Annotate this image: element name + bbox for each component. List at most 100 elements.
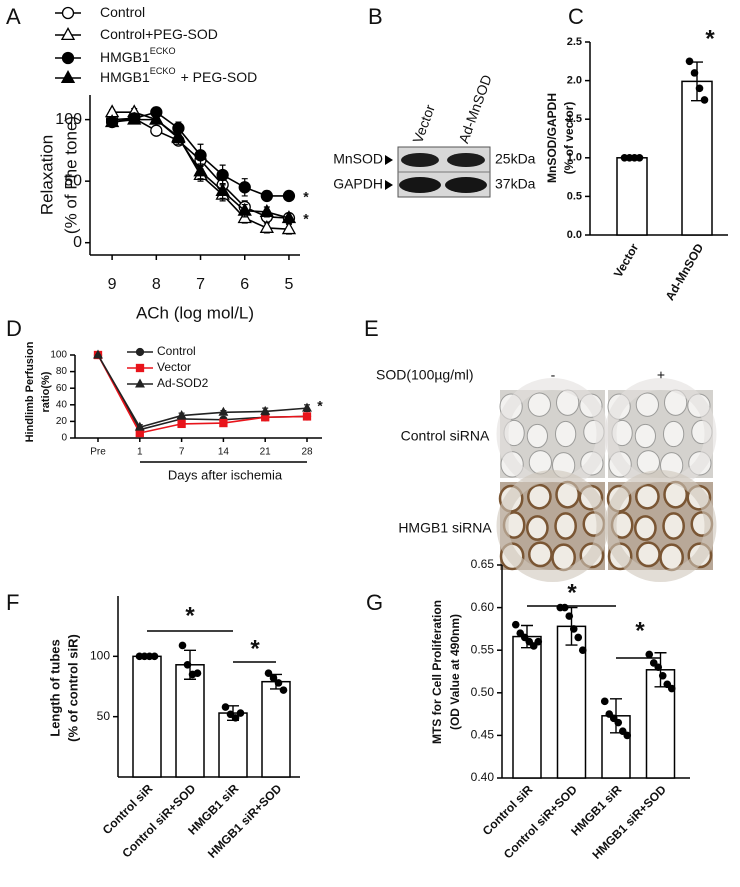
data-point	[193, 163, 208, 177]
y-tick-label: 100	[50, 350, 67, 361]
legend-name: Vector	[157, 360, 191, 374]
y-axis-label: (% of control siR)	[65, 634, 80, 742]
data-point	[237, 202, 252, 216]
lane-label: Vector	[409, 102, 438, 145]
y-tick-label: 2.0	[567, 75, 582, 87]
data-point	[221, 703, 230, 711]
significance-mark: *	[250, 635, 260, 662]
bar	[218, 712, 248, 778]
x-tick-label: 5	[284, 276, 293, 293]
column-label: -	[551, 367, 556, 383]
legend-label: Control+PEG-SOD	[100, 26, 218, 42]
y-axis-label: (OD Value at 490nm)	[448, 614, 462, 730]
cell-mesh	[527, 392, 551, 417]
data-point	[194, 149, 207, 162]
row-label: GAPDH	[333, 176, 383, 192]
data-point	[667, 684, 676, 693]
data-point	[177, 419, 186, 429]
legend-label: HMGB1ECKO + PEG-SOD	[100, 66, 257, 84]
legend-marker	[60, 27, 76, 41]
x-tick-label: 28	[301, 447, 313, 458]
y-axis-label: MnSOD/GAPDH	[545, 93, 559, 183]
cell-mesh	[634, 423, 656, 449]
cell-mesh	[554, 512, 577, 540]
x-tick-label: HMGB1 siR+SOD	[205, 781, 285, 861]
legend-name: Ad-SOD2	[157, 376, 209, 390]
data-point	[149, 111, 164, 125]
cell-mesh	[635, 392, 659, 417]
data-point	[218, 406, 229, 416]
data-point	[264, 669, 273, 678]
y-axis-label: Length of tubes	[47, 639, 62, 737]
significance-mark: *	[705, 25, 715, 52]
data-point	[269, 674, 278, 682]
y-tick-label: 0.50	[471, 685, 495, 699]
panel-letter: C	[568, 4, 584, 29]
data-point	[302, 402, 312, 412]
row-label: MnSOD	[333, 151, 383, 167]
y-tick-label: 2.5	[567, 36, 582, 48]
band	[445, 177, 487, 193]
legend-name: HMGB1	[100, 49, 150, 65]
legend-marker	[61, 6, 75, 20]
legend-name: Control	[100, 4, 145, 20]
row-label: HMGB1 siRNA	[398, 520, 492, 536]
data-point	[260, 405, 271, 415]
legend-name: Control+PEG-SOD	[100, 26, 218, 42]
y-tick-label: 0	[61, 433, 67, 444]
x-tick-label: Ad-MnSOD	[663, 241, 707, 303]
panel-letter: G	[366, 590, 383, 615]
legend-marker	[135, 363, 145, 373]
x-tick-label: 8	[152, 276, 161, 293]
cell-mesh	[526, 515, 549, 541]
data-point	[231, 714, 240, 722]
data-point	[614, 718, 623, 727]
y-axis-label: Relaxation	[37, 135, 56, 215]
significance-mark: *	[303, 189, 309, 205]
bar	[616, 157, 648, 236]
data-point	[236, 709, 245, 717]
data-point	[104, 114, 120, 128]
cell-mesh	[528, 541, 553, 568]
y-tick-label: 50	[97, 709, 111, 723]
legend-label: Control	[100, 4, 145, 20]
legend-marker	[135, 378, 145, 388]
series-line	[97, 354, 308, 429]
y-tick-label: 100	[90, 649, 110, 663]
significance-mark: *	[303, 211, 309, 227]
x-tick-label: 7	[179, 447, 185, 458]
data-point	[260, 189, 273, 203]
significance-mark: *	[567, 579, 577, 606]
cell-mesh	[636, 541, 661, 568]
data-point	[700, 96, 709, 104]
x-axis-label: Days after ischemia	[168, 467, 283, 482]
data-point	[654, 663, 663, 672]
cell-mesh	[526, 423, 548, 449]
significance-mark: *	[185, 602, 195, 629]
series-line	[97, 354, 308, 431]
panel-letter: A	[6, 4, 21, 29]
y-tick-label: 40	[56, 399, 68, 410]
panel-letter: B	[368, 4, 383, 29]
y-tick-label: 1.0	[567, 152, 582, 164]
y-tick-label: 20	[56, 416, 68, 427]
bar	[681, 80, 713, 236]
data-point	[150, 652, 159, 661]
x-axis-label: ACh (log mol/L)	[136, 303, 254, 322]
data-point	[302, 412, 312, 421]
legend-label: Vector	[157, 360, 191, 374]
vignette	[496, 470, 609, 582]
x-tick-label: 14	[218, 447, 230, 458]
x-tick-label: 6	[240, 276, 249, 293]
y-tick-label: 0.65	[471, 557, 495, 571]
legend-name: HMGB1	[100, 69, 150, 85]
y-tick-label: 0.0	[567, 229, 582, 241]
panel-letter: D	[6, 316, 22, 341]
y-axis-label: Hindlimb Perfusion	[24, 341, 36, 442]
cell-mesh	[527, 483, 552, 510]
bar	[512, 635, 542, 779]
data-point	[695, 84, 704, 93]
y-tick-label: 80	[56, 366, 68, 377]
data-point	[259, 203, 274, 217]
